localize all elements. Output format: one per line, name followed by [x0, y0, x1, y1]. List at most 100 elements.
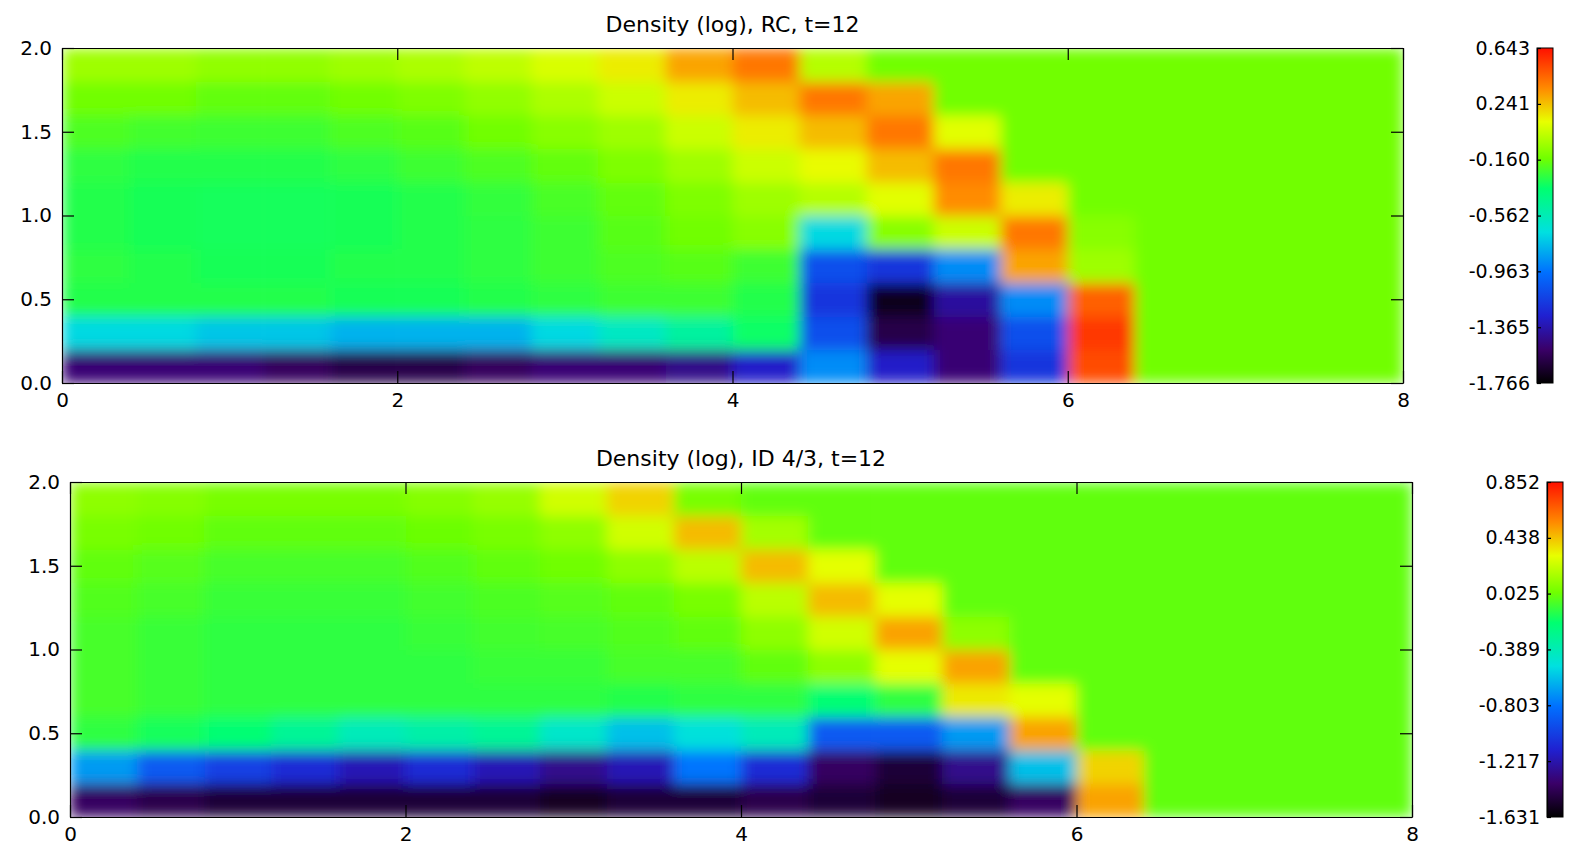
cell — [204, 750, 272, 784]
cell — [741, 784, 809, 818]
cell — [1068, 350, 1136, 384]
cell — [397, 149, 465, 183]
cell — [330, 149, 398, 183]
tick: 4 — [735, 805, 748, 846]
cell — [1077, 717, 1145, 751]
cell — [137, 717, 205, 751]
cell — [1202, 149, 1270, 183]
tick: 0.0 — [28, 805, 82, 829]
cell — [665, 283, 733, 317]
tick-mark — [741, 482, 742, 494]
cell — [196, 283, 264, 317]
tick-label: 2.0 — [28, 470, 60, 494]
cell — [338, 583, 406, 617]
cell — [330, 82, 398, 116]
cell — [733, 149, 801, 183]
cell — [1202, 115, 1270, 149]
cell — [1211, 750, 1279, 784]
colorbar — [1547, 482, 1563, 817]
cell — [330, 48, 398, 82]
heatmap — [70, 482, 1412, 817]
cell — [1135, 316, 1203, 350]
colorbar — [1537, 48, 1553, 383]
cell — [473, 583, 541, 617]
cell — [464, 216, 532, 250]
cell — [70, 549, 138, 583]
cell — [1144, 549, 1212, 583]
cell — [129, 182, 197, 216]
cell — [1077, 549, 1145, 583]
cell — [674, 482, 742, 516]
cell — [271, 482, 339, 516]
cell — [540, 717, 608, 751]
cell — [1009, 516, 1077, 550]
cell — [1009, 616, 1077, 650]
cell — [1211, 784, 1279, 818]
tick-label: -0.963 — [1469, 260, 1530, 282]
cell — [70, 583, 138, 617]
cell — [800, 182, 868, 216]
cell — [540, 683, 608, 717]
cell — [1001, 182, 1069, 216]
cell — [70, 750, 138, 784]
cell — [204, 482, 272, 516]
panel: Density (log), RC, t=12024680.00.51.01.5… — [20, 12, 1553, 412]
cell — [867, 249, 935, 283]
tick-mark — [62, 132, 74, 133]
tick: -1.631 — [1479, 806, 1551, 828]
cell — [1001, 350, 1069, 384]
cell — [338, 683, 406, 717]
cell — [875, 549, 943, 583]
cell — [808, 549, 876, 583]
tick-label: -1.631 — [1479, 806, 1540, 828]
cell — [196, 149, 264, 183]
tick-mark — [1076, 482, 1077, 494]
cell — [464, 316, 532, 350]
cell — [129, 48, 197, 82]
cell — [1269, 48, 1337, 82]
cell — [464, 182, 532, 216]
cell — [473, 650, 541, 684]
cell — [1077, 683, 1145, 717]
tick: -0.963 — [1469, 260, 1541, 282]
cell — [741, 750, 809, 784]
cell — [1077, 784, 1145, 818]
cell — [1009, 482, 1077, 516]
tick-label: 0.025 — [1486, 582, 1540, 604]
cell — [1211, 583, 1279, 617]
cell — [875, 583, 943, 617]
cell — [62, 316, 130, 350]
cell — [607, 750, 675, 784]
cell — [1135, 149, 1203, 183]
cell — [540, 784, 608, 818]
tick-mark — [405, 482, 406, 494]
cell — [196, 249, 264, 283]
cell — [1278, 549, 1346, 583]
cell — [875, 750, 943, 784]
cell — [607, 516, 675, 550]
tick-label: 8 — [1397, 388, 1410, 412]
cell — [934, 48, 1002, 82]
cell — [1269, 316, 1337, 350]
cell — [733, 48, 801, 82]
tick: 1.5 — [20, 120, 74, 144]
cell — [397, 216, 465, 250]
cell — [129, 115, 197, 149]
cell — [867, 182, 935, 216]
cell — [70, 784, 138, 818]
tick-mark — [1547, 761, 1551, 762]
tick-label: 0.643 — [1476, 37, 1530, 59]
tick — [1068, 48, 1069, 60]
cell — [540, 650, 608, 684]
cell — [1269, 82, 1337, 116]
cell — [1269, 115, 1337, 149]
tick: 1.0 — [28, 637, 82, 661]
tick: 0.438 — [1486, 526, 1551, 548]
cell — [473, 750, 541, 784]
tick-label: -1.365 — [1469, 316, 1530, 338]
cell — [875, 717, 943, 751]
tick: -0.389 — [1479, 638, 1551, 660]
cell — [934, 216, 1002, 250]
cell — [1135, 182, 1203, 216]
tick-mark — [1537, 160, 1541, 161]
